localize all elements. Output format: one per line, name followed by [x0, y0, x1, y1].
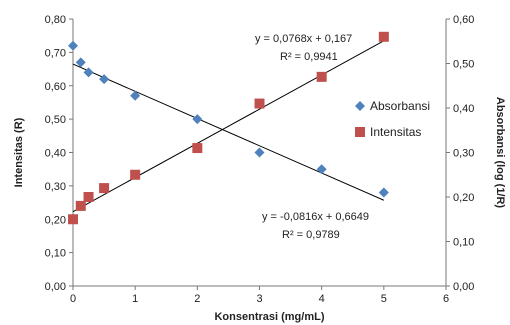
y-axis-left-title: Intensitas (R) — [13, 117, 25, 187]
point-absorbansi — [75, 57, 86, 68]
point-intensitas — [192, 143, 203, 154]
y-left-tick-label: 0,00 — [45, 281, 66, 293]
x-tick-label: 1 — [132, 293, 138, 305]
y-right-tick-label: 0,10 — [453, 237, 474, 249]
point-absorbansi — [83, 67, 94, 78]
trendline-intensitas — [72, 40, 385, 213]
legend-label-absorbansi: Absorbansi — [370, 99, 430, 113]
point-intensitas — [83, 192, 94, 202]
y-left-tick-label: 0,30 — [45, 181, 66, 193]
axes: 0 1 2 3 4 5 6 0,00 0,10 0,20 0,30 0,40 0,50 0,60 0,70 0… — [45, 14, 475, 305]
point-absorbansi — [192, 114, 203, 125]
y-right-tick-label: 0,60 — [453, 14, 474, 26]
y-left-tick-label: 0,50 — [45, 114, 66, 126]
point-intensitas — [316, 71, 327, 82]
trendline-absorbansi — [72, 63, 385, 201]
trendline-equation-absorbansi: y = -0,0816x + 0,6649 — [262, 211, 369, 223]
trendline-r2-absorbansi: R² = 0,9789 — [282, 229, 340, 241]
x-tick-label: 5 — [381, 293, 387, 305]
point-intensitas — [99, 183, 110, 194]
point-intensitas — [378, 31, 389, 42]
labels: Konsentrasi (mg/mL) Intensitas (R) Absorba… — [13, 33, 506, 323]
y-right-tick-label: 0,50 — [453, 59, 474, 71]
point-intensitas — [130, 169, 141, 180]
legend: Absorbansi Intensitas — [355, 99, 430, 139]
legend-marker-absorbansi — [355, 101, 365, 111]
point-absorbansi — [254, 147, 265, 158]
trendlines — [72, 40, 385, 213]
point-absorbansi — [130, 90, 141, 101]
x-tick-label: 2 — [194, 293, 200, 305]
x-axis-title: Konsentrasi (mg/mL) — [214, 311, 324, 323]
legend-marker-intensitas — [355, 127, 365, 137]
point-absorbansi — [68, 40, 78, 51]
legend-label-intensitas: Intensitas — [370, 125, 421, 139]
y-left-tick-label: 0,70 — [45, 47, 66, 59]
y-right-tick-label: 0,00 — [453, 281, 474, 293]
y-left-tick-label: 0,10 — [45, 248, 66, 260]
y-left-tick-label: 0,60 — [45, 81, 66, 93]
y-left-tick-label: 0,80 — [45, 14, 66, 26]
y-axis-right-title: Absorbansi (log (1/R) — [494, 97, 506, 209]
x-tick-label: 0 — [70, 293, 76, 305]
point-absorbansi — [378, 187, 389, 198]
trendline-r2-intensitas: R² = 0,9941 — [280, 51, 338, 63]
x-tick-label: 4 — [319, 293, 325, 305]
y-left-tick-label: 0,20 — [45, 214, 66, 226]
point-intensitas — [75, 200, 86, 211]
point-absorbansi — [316, 164, 327, 175]
y-right-tick-label: 0,40 — [453, 103, 474, 115]
point-intensitas — [68, 214, 78, 225]
y-right-tick-label: 0,30 — [453, 148, 474, 160]
data-points — [68, 31, 389, 225]
point-intensitas — [254, 98, 265, 109]
trendline-equation-intensitas: y = 0,0768x + 0,167 — [255, 33, 352, 45]
x-tick-label: 6 — [443, 293, 449, 305]
y-right-tick-label: 0,20 — [453, 192, 474, 204]
x-tick-label: 3 — [256, 293, 262, 305]
point-absorbansi — [99, 74, 110, 85]
y-left-tick-label: 0,40 — [45, 148, 66, 160]
